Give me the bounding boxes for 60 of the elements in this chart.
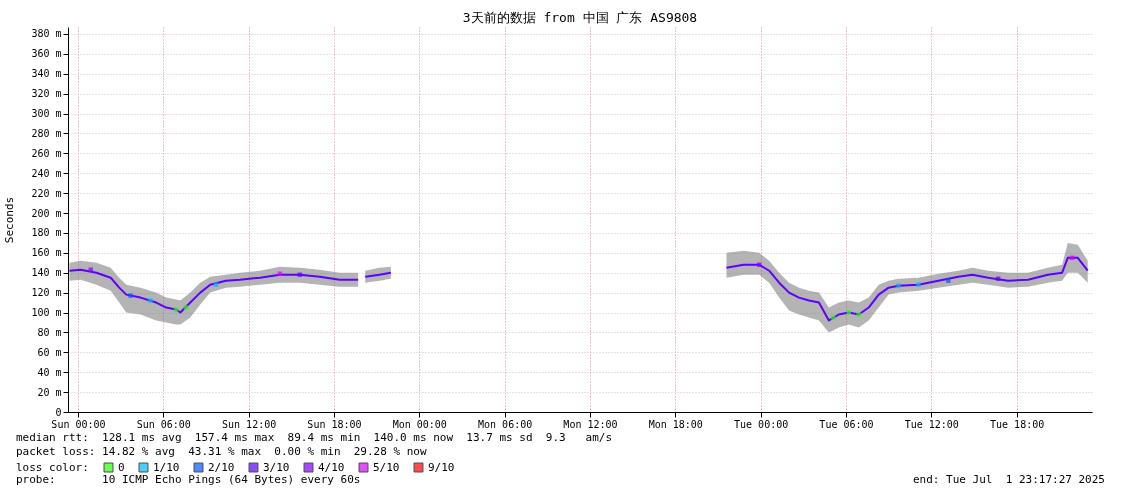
x-tick-label: Mon 12:00 xyxy=(563,418,618,430)
legend-label: 1/10 xyxy=(153,460,180,474)
y-tick-label: 280 m xyxy=(31,127,62,139)
y-tick-label: 140 m xyxy=(31,267,62,279)
legend-label: 4/10 xyxy=(318,460,345,474)
point xyxy=(856,312,861,317)
point xyxy=(128,293,133,298)
legend-label: 9/10 xyxy=(428,460,455,474)
legend-label: 0 xyxy=(118,460,125,474)
point xyxy=(183,305,189,310)
y-tick-label: 40 m xyxy=(37,366,62,378)
y-tick-label: 80 m xyxy=(37,326,62,338)
legend-label: 5/10 xyxy=(373,460,400,474)
x-tick-label: Mon 06:00 xyxy=(478,418,533,430)
point xyxy=(995,276,1001,281)
x-tick-label: Tue 06:00 xyxy=(819,418,874,430)
text: probe: 10 ICMP Echo Pings (64 Bytes) every 60s xyxy=(16,473,361,486)
legend-label: 2/10 xyxy=(208,460,235,474)
x-tick-label: Tue 12:00 xyxy=(904,418,959,430)
x-tick-label: Mon 18:00 xyxy=(648,418,703,430)
x-tick-label: Sun 00:00 xyxy=(51,418,106,430)
y-tick-label: 60 m xyxy=(37,346,62,358)
y-tick-label: 0 xyxy=(55,406,62,418)
y-tick-label: 220 m xyxy=(31,187,62,199)
x-tick-label: Tue 00:00 xyxy=(734,418,789,430)
point xyxy=(830,315,836,320)
chart-title: 3天前的数据 from 中国 广东 AS9808 xyxy=(462,10,698,25)
y-tick-label: 340 m xyxy=(31,68,62,80)
point xyxy=(916,282,921,287)
y-tick-label: 240 m xyxy=(31,167,62,179)
point xyxy=(277,271,283,276)
y-tick-label: 180 m xyxy=(31,227,62,239)
y-tick-label: 300 m xyxy=(31,108,62,120)
y-tick-label: 160 m xyxy=(31,247,62,259)
y-tick-label: 20 m xyxy=(37,386,62,398)
y-tick-label: 200 m xyxy=(31,207,62,219)
y-tick-label: 360 m xyxy=(31,48,62,60)
x-tick-label: Sun 12:00 xyxy=(222,418,277,430)
y-axis-title: Seconds xyxy=(3,196,17,244)
text: median rtt: 128.1 ms avg 157.4 ms max 89.4 ms min 140.0 ms now 13.7 ms sd 9.3 am/s xyxy=(16,431,613,444)
y-tick-label: 320 m xyxy=(31,88,62,100)
point xyxy=(297,272,303,277)
point xyxy=(148,298,153,303)
point xyxy=(213,282,219,287)
x-tick-label: Sun 06:00 xyxy=(136,418,191,430)
legend-title: loss color: xyxy=(16,461,89,474)
point xyxy=(896,283,901,288)
text: packet loss: 14.82 % avg 43.31 % max 0.00 % min 29.28 % now xyxy=(16,445,427,458)
text: end: Tue Jul 1 23:17:27 2025 xyxy=(912,473,1105,486)
y-tick-label: 100 m xyxy=(31,307,62,319)
x-tick-label: Sun 18:00 xyxy=(307,418,362,430)
point xyxy=(946,278,951,283)
legend-label: 3/10 xyxy=(263,460,290,474)
point xyxy=(846,310,852,315)
x-tick-label: Tue 18:00 xyxy=(990,418,1045,430)
x-tick-label: Mon 00:00 xyxy=(392,418,447,430)
y-tick-label: 380 m xyxy=(31,28,62,40)
y-tick-label: 120 m xyxy=(31,287,62,299)
y-tick-label: 260 m xyxy=(31,147,62,159)
point xyxy=(173,307,179,312)
